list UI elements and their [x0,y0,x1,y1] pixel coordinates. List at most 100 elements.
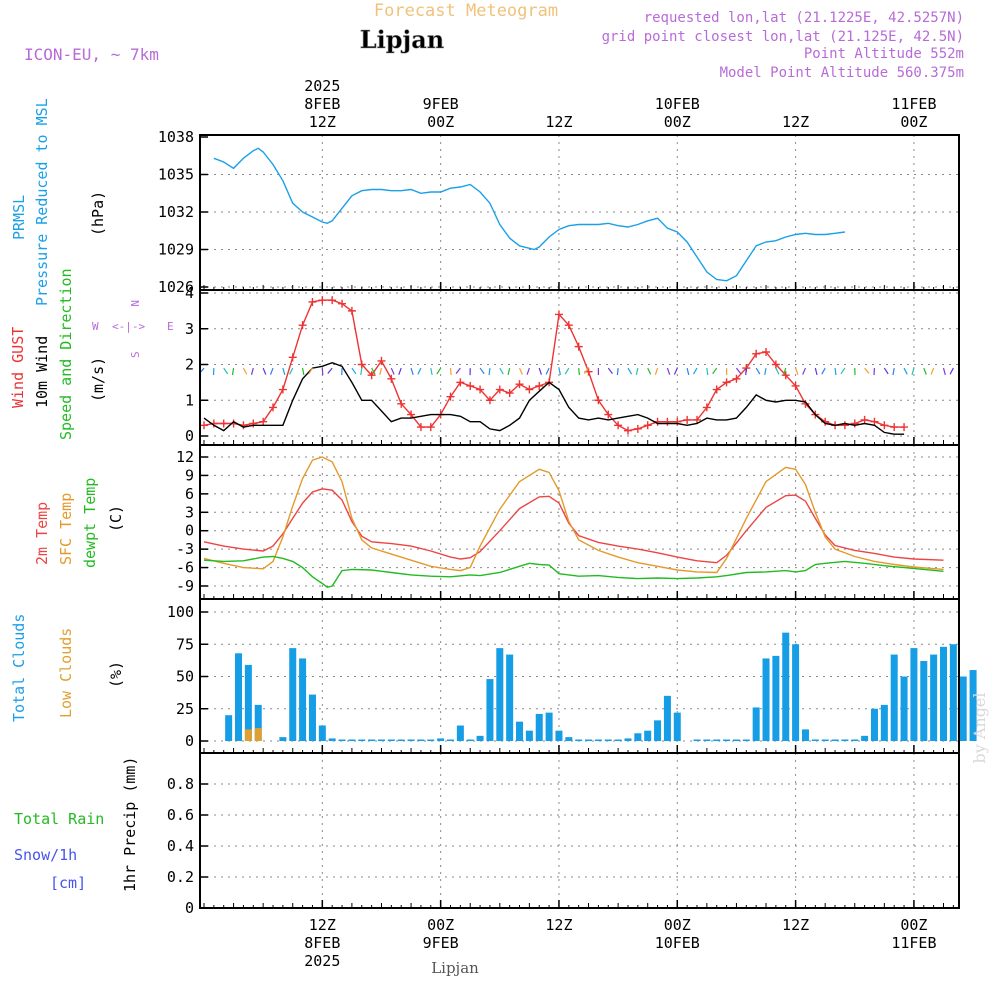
total-rain-label: Total Rain [14,810,104,828]
bar-total-clouds [604,739,612,741]
bar-total-clouds [890,654,898,741]
bar-total-clouds [703,739,711,741]
bar-total-clouds [673,712,681,741]
y-tick-label: 12 [176,448,194,466]
y-tick-label: -6 [176,559,194,577]
top-time-label: 00Z [900,113,927,131]
bar-low-clouds [254,728,262,741]
bottom-time-label: 00Z [900,916,927,934]
bar-total-clouds [417,739,425,741]
y-tick-label: 4 [185,284,194,302]
gridpoint-coords: grid point closest lon,lat (21.125E, 42.… [602,29,964,45]
wind-arrow [616,368,619,376]
bar-total-clouds [486,679,494,741]
y-tick-label: 3 [185,503,194,521]
bar-total-clouds [545,712,553,741]
bar-total-clouds [387,739,395,741]
wind-arrow [479,367,485,375]
y-tick-label: 0 [185,522,194,540]
gust-marker [771,360,780,369]
wind-arrow [840,367,846,375]
gust-marker [200,421,208,430]
series-line-10m-wind [203,361,905,435]
bar-low-clouds [244,729,252,741]
y-tick-label: 50 [176,668,194,686]
compass-east: E [167,320,174,333]
gust-marker [525,385,534,394]
y-tick-label: 3 [185,320,194,338]
bar-total-clouds [456,725,464,741]
y-tick-label: 0 [185,899,194,917]
location-title: Lipjan [360,25,444,54]
wind-arrow [666,367,671,375]
bar-total-clouds [555,730,563,741]
gust-marker [712,385,721,394]
bottom-time-label: 12Z [309,916,336,934]
bar-total-clouds [594,739,602,741]
gust-marker [604,410,613,419]
wind-arrow [764,367,767,376]
gust-marker [219,419,228,428]
wind-arrow [449,368,452,376]
top-time-label: 12Z [782,113,809,131]
gust-marker [377,356,386,365]
bar-total-clouds [397,739,405,741]
y-tick-label: 0 [185,732,194,750]
y-tick-label: 0.4 [167,837,194,855]
gust-marker [840,421,849,430]
bottom-time-label: 12Z [545,916,572,934]
wind-label: 10m Wind [33,336,51,408]
wind-arrow [417,367,422,375]
panel-frame [199,752,960,909]
wind-arrow [892,367,895,376]
bar-total-clouds [575,739,583,741]
top-time-label: 10FEB [655,95,700,113]
bar-total-clouds [930,654,938,741]
gust-marker [308,297,317,306]
bar-total-clouds [634,733,642,741]
gust-marker [367,371,376,380]
wind-arrow [282,367,286,375]
wind-panel: 0 1 2 3 4 [185,284,960,446]
gust-marker [623,426,632,435]
bar-total-clouds [614,739,622,741]
bar-total-clouds [762,658,770,741]
wind-arrow [814,367,818,376]
compass-north: N [129,300,142,307]
gust-marker [446,392,455,401]
bar-total-clouds [244,664,252,741]
gust-marker [407,410,416,419]
bar-total-clouds [940,646,947,741]
wind-arrow [518,367,523,375]
wind-arrow [755,367,761,375]
bottom-time-label: 12Z [782,916,809,934]
bar-total-clouds [535,713,543,741]
gust-marker [850,419,859,428]
wind-arrow [269,367,274,375]
bar-total-clouds [841,739,849,741]
bottom-time-label: 00Z [664,916,691,934]
wind-arrow [802,367,807,375]
wind-arrow [538,367,542,375]
total-clouds-label: Total Clouds [10,614,28,722]
gust-marker [663,417,672,426]
bar-total-clouds [289,648,297,741]
wind-arrow [583,367,590,375]
bar-total-clouds [338,739,346,741]
wind-arrow [775,367,780,375]
gust-marker [554,310,563,319]
wind-arrow [706,368,709,376]
gust-marker [466,381,475,390]
bar-total-clouds [861,735,869,741]
bottom-time-label: 8FEB [304,934,340,952]
y-tick-label: 1026 [158,278,194,296]
bottom-time-label: 9FEB [423,934,459,952]
y-tick-label: 75 [176,635,194,653]
temp-unit-label: (C) [107,505,125,532]
gust-marker [338,299,347,308]
y-tick-label: 0.6 [167,806,194,824]
wind-arrow [821,367,826,375]
wind-arrow [455,367,461,374]
